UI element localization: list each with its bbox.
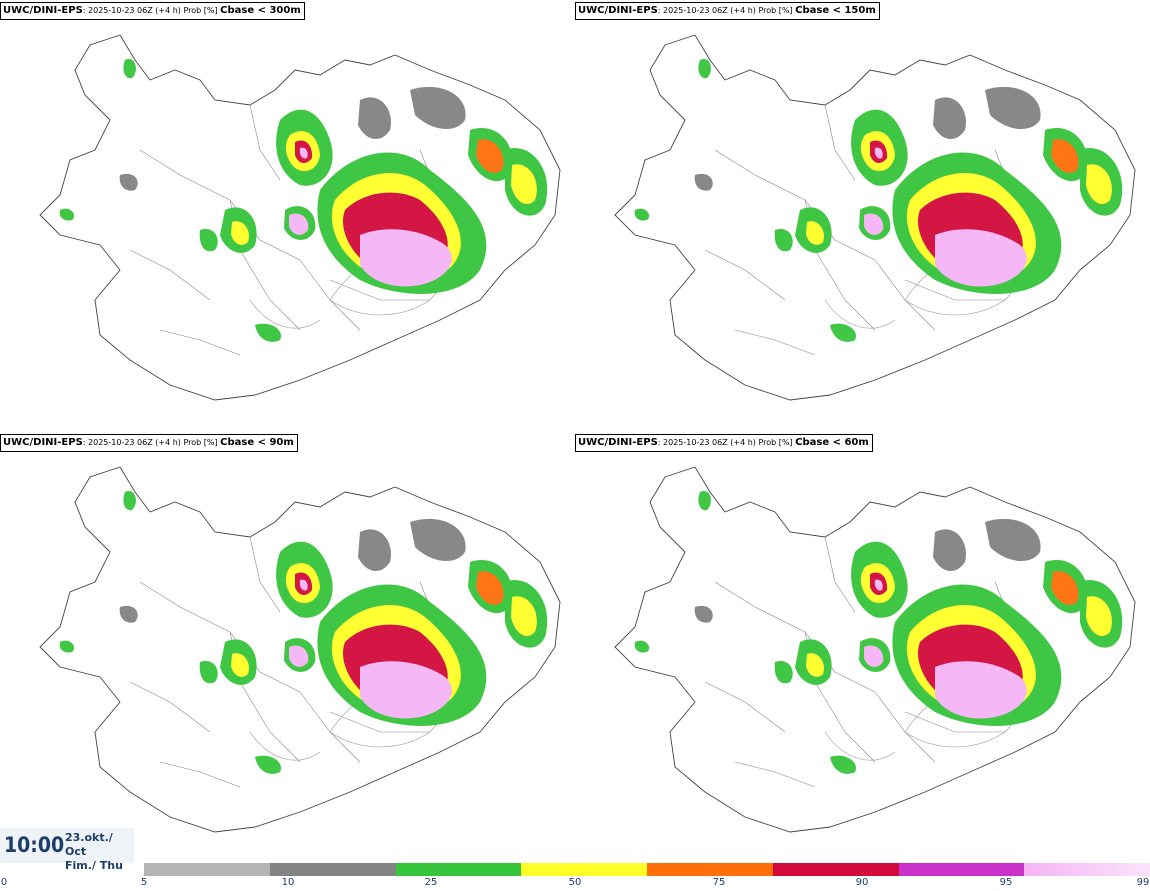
- probability-color-scale: [144, 863, 1150, 876]
- map-panel-cbase-60: UWC/DINI-EPS: 2025-10-23 06Z (+4 h) Prob…: [575, 432, 1150, 864]
- scale-segment: [1024, 863, 1150, 876]
- scale-tick-label: 50: [568, 877, 582, 888]
- scale-segment: [647, 863, 774, 876]
- panel-title: UWC/DINI-EPS: 2025-10-23 06Z (+4 h) Prob…: [575, 2, 880, 20]
- scale-segment: [269, 863, 396, 876]
- map-panel-cbase-90: UWC/DINI-EPS: 2025-10-23 06Z (+4 h) Prob…: [0, 432, 575, 864]
- scale-tick-label: 10: [281, 877, 295, 888]
- map-panel-cbase-300: UWC/DINI-EPS: 2025-10-23 06Z (+4 h) Prob…: [0, 0, 575, 432]
- iceland-map: [39, 34, 561, 401]
- iceland-map: [39, 466, 561, 833]
- panel-title: UWC/DINI-EPS: 2025-10-23 06Z (+4 h) Prob…: [0, 434, 298, 452]
- scale-segment: [144, 863, 271, 876]
- scale-segment: [395, 863, 522, 876]
- panel-title: UWC/DINI-EPS: 2025-10-23 06Z (+4 h) Prob…: [0, 2, 305, 20]
- scale-segment: [521, 863, 648, 876]
- panel-title: UWC/DINI-EPS: 2025-10-23 06Z (+4 h) Prob…: [575, 434, 873, 452]
- valid-time: 10:00: [4, 833, 65, 857]
- map-panel-cbase-150: UWC/DINI-EPS: 2025-10-23 06Z (+4 h) Prob…: [575, 0, 1150, 432]
- valid-date: 23.okt./ Oct Fim./ Thu: [65, 831, 123, 872]
- scale-tick-label: 95: [999, 877, 1013, 888]
- scale-tick-label: 25: [424, 877, 438, 888]
- scale-tick-label: 0: [0, 877, 8, 888]
- iceland-map: [614, 34, 1136, 401]
- iceland-map: [614, 466, 1136, 833]
- valid-time-box: 10:00 23.okt./ Oct Fim./ Thu: [0, 828, 134, 872]
- scale-segment: [898, 863, 1025, 876]
- scale-tick-label: 75: [712, 877, 726, 888]
- scale-tick-label: 90: [855, 877, 869, 888]
- scale-segment: [772, 863, 899, 876]
- scale-tick-label: 5: [140, 877, 148, 888]
- scale-tick-label: 99: [1136, 877, 1150, 888]
